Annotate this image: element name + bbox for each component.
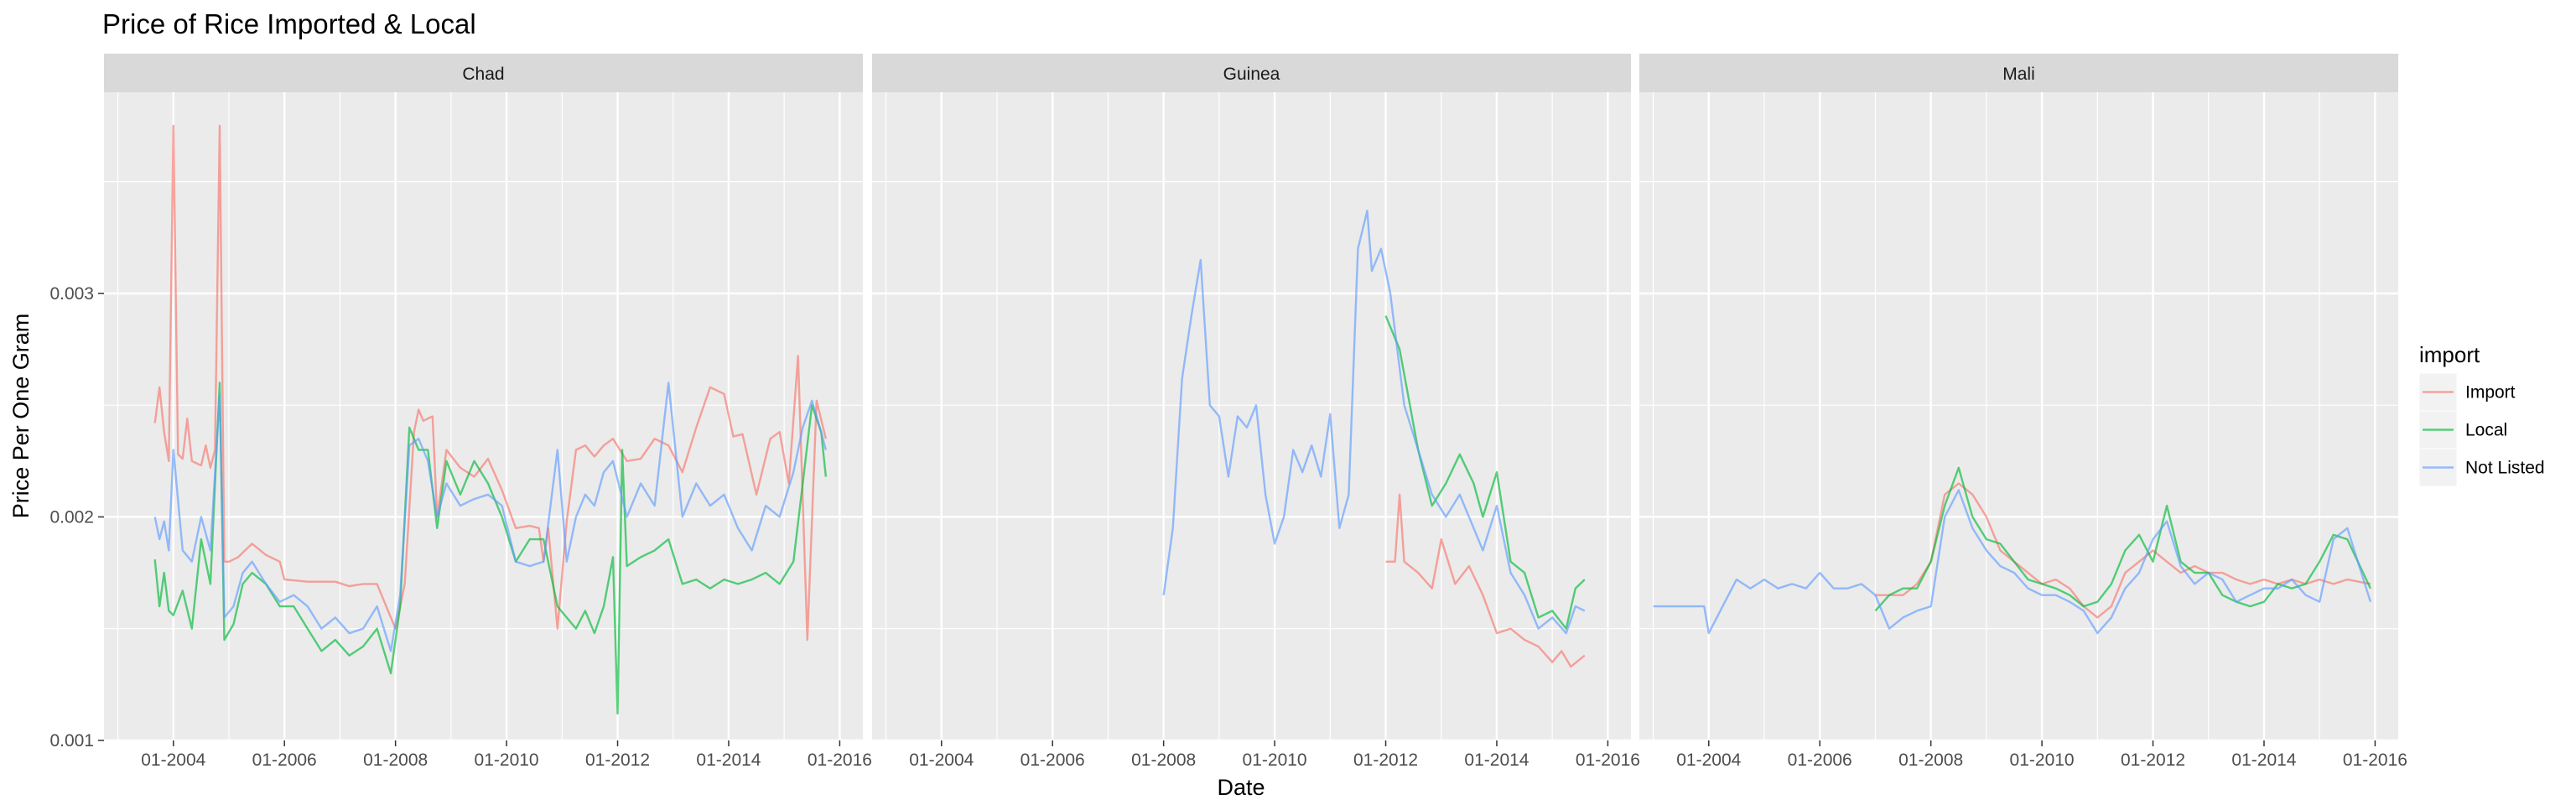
x-tick-label: 01-2004 xyxy=(1676,750,1741,770)
x-axis-title: Date xyxy=(1217,775,1265,800)
facet-strip-label: Chad xyxy=(462,65,504,84)
legend-title: import xyxy=(2419,342,2480,367)
series-line-import xyxy=(1385,493,1586,668)
x-tick-label: 01-2012 xyxy=(585,750,650,770)
series-line-not-listed xyxy=(153,382,828,652)
x-tick-label: 01-2004 xyxy=(909,750,974,770)
facet-strip-label: Mali xyxy=(2002,65,2035,84)
series-line-import xyxy=(153,124,828,641)
y-axis: 0.001 0.002 0.003 xyxy=(49,284,104,750)
series-line-local xyxy=(153,382,828,715)
x-tick-label: 01-2008 xyxy=(1898,750,1963,770)
legend-item-import: Import xyxy=(2418,372,2516,412)
y-tick-label: 0.001 xyxy=(49,731,94,750)
legend-item-not-listed: Not Listed xyxy=(2418,448,2545,487)
legend-label: Not Listed xyxy=(2465,459,2545,478)
panel-mali: Mali 01-2004 01-2006 01-2008 01-2010 01-2012 0… xyxy=(1639,54,2407,770)
x-tick-label: 01-2004 xyxy=(141,750,205,770)
legend-keys: Import Local Not Listed xyxy=(2418,372,2545,487)
gridlines xyxy=(872,92,1631,742)
facet-panels: Chad 01-2004 01-2006 01-2008 01-2010 01-2012 0… xyxy=(104,54,2407,770)
x-tick-label: 01-2006 xyxy=(1021,750,1085,770)
chart-title: Price of Rice Imported & Local xyxy=(102,8,476,39)
plot-background xyxy=(104,92,863,740)
x-tick-label: 01-2014 xyxy=(1464,750,1529,770)
y-axis-title: Price Per One Gram xyxy=(8,314,34,519)
panel-chad: Chad 01-2004 01-2006 01-2008 01-2010 01-2012 0… xyxy=(104,54,872,770)
x-tick-label: 01-2006 xyxy=(1788,750,1852,770)
x-tick-label: 01-2016 xyxy=(1576,750,1640,770)
x-tick-label: 01-2014 xyxy=(2231,750,2296,770)
x-tick-label: 01-2006 xyxy=(252,750,317,770)
legend-label: Import xyxy=(2465,383,2516,402)
x-tick-label: 01-2012 xyxy=(2121,750,2185,770)
x-tick-label: 01-2012 xyxy=(1353,750,1418,770)
series-line-not-listed xyxy=(1653,489,2372,635)
series-line-import xyxy=(1875,482,2371,619)
x-tick-label: 01-2016 xyxy=(2343,750,2407,770)
x-tick-label: 01-2016 xyxy=(808,750,872,770)
facet-strip xyxy=(872,54,1631,92)
x-tick-label: 01-2010 xyxy=(1243,750,1307,770)
facet-strip xyxy=(1639,54,2398,92)
y-tick-label: 0.003 xyxy=(49,284,94,304)
series-line-local xyxy=(1384,315,1586,630)
legend: import Import Local Not Listed xyxy=(2418,342,2545,487)
x-tick-label: 01-2008 xyxy=(363,750,428,770)
x-tick-label: 01-2014 xyxy=(696,750,761,770)
series-line-not-listed xyxy=(1162,210,1586,635)
x-tick-label: 01-2010 xyxy=(475,750,539,770)
facet-strip xyxy=(104,54,863,92)
plot-background xyxy=(1639,92,2398,740)
series-line-local xyxy=(1874,466,2371,612)
x-tick-label: 01-2008 xyxy=(1131,750,1196,770)
facet-strip-label: Guinea xyxy=(1223,65,1280,84)
panel-guinea: Guinea 01-2004 01-2006 01-2008 01-2010 01-201… xyxy=(872,54,1640,770)
legend-label: Local xyxy=(2465,421,2507,440)
legend-item-local: Local xyxy=(2418,410,2507,449)
x-tick-label: 01-2010 xyxy=(2010,750,2075,770)
y-tick-label: 0.002 xyxy=(49,507,94,527)
